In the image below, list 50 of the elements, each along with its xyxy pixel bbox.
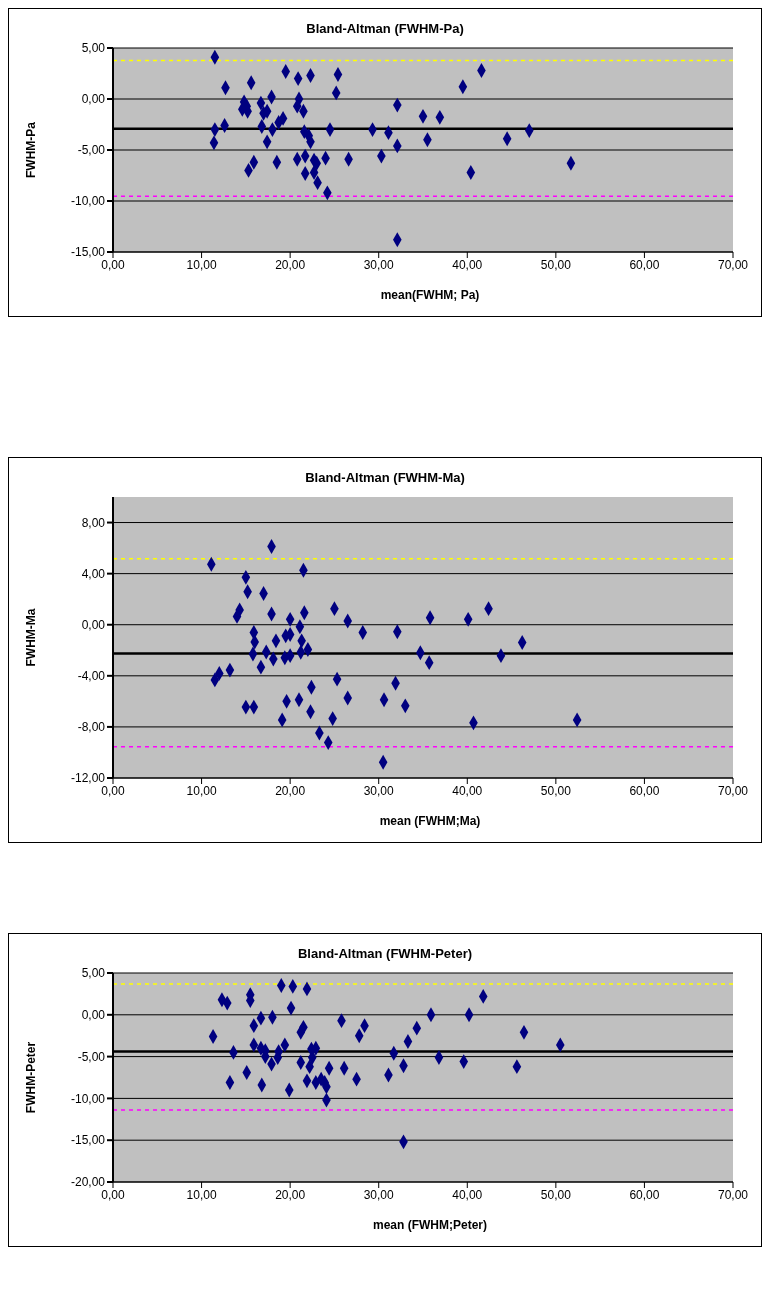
x-tick-label: 60,00 [629,783,660,798]
x-tick-label: 70,00 [717,257,749,272]
x-axis-title: mean(FWHM; Pa) [379,288,481,302]
x-tick-label: 50,00 [540,783,572,798]
x-tick-label: 70,00 [717,1187,749,1202]
x-tick-label: 30,00 [363,257,395,272]
x-tick-label: 20,00 [275,1187,306,1202]
y-tick-label: 8,00 [81,515,106,530]
y-tick-label: -12,00 [70,771,106,786]
y-tick-label: 5,00 [81,966,106,981]
y-axis-title: FWHM-Ma [24,608,39,667]
x-tick-label: 0,00 [101,257,125,272]
y-tick-label: 0,00 [81,1008,106,1023]
y-axis-title: FWHM-Pa [24,121,39,178]
x-tick-label: 30,00 [363,783,395,798]
x-tick-label: 10,00 [186,783,217,798]
y-tick-label: 5,00 [81,41,106,56]
x-tick-label: 0,00 [101,1187,125,1202]
x-tick-label: 20,00 [275,783,306,798]
x-tick-label: 60,00 [629,1187,660,1202]
x-axis-title: mean (FWHM;Peter) [372,1218,488,1232]
x-axis-title: mean (FWHM;Ma) [378,814,482,828]
x-tick-label: 40,00 [452,1187,483,1202]
x-tick-label: 60,00 [629,257,660,272]
x-tick-label: 10,00 [186,1187,217,1202]
y-tick-label: 0,00 [81,92,106,107]
y-tick-label: -10,00 [70,1091,106,1106]
chart-title: Bland-Altman (FWHM-Pa) [305,21,465,36]
x-tick-label: 30,00 [363,1187,395,1202]
x-tick-label: 40,00 [452,257,483,272]
y-tick-label: -20,00 [70,1175,106,1190]
y-tick-label: 4,00 [81,566,106,581]
y-tick-label: -4,00 [77,669,106,684]
x-tick-label: 0,00 [101,783,125,798]
x-tick-label: 10,00 [186,257,217,272]
x-tick-label: 70,00 [717,783,749,798]
y-tick-label: 0,00 [81,617,106,632]
y-tick-label: -8,00 [77,720,106,735]
x-tick-label: 50,00 [540,1187,572,1202]
x-tick-label: 40,00 [452,783,483,798]
x-tick-label: 20,00 [275,257,306,272]
y-tick-label: -10,00 [70,194,106,209]
chart-title: Bland-Altman (FWHM-Ma) [304,470,466,485]
y-tick-label: -15,00 [70,245,106,260]
y-tick-label: -5,00 [77,1049,106,1064]
y-tick-label: -5,00 [77,143,106,158]
chart-title: Bland-Altman (FWHM-Peter) [296,946,473,961]
y-tick-label: -15,00 [70,1133,106,1148]
x-tick-label: 50,00 [540,257,572,272]
y-axis-title: FWHM-Peter [24,1041,39,1114]
